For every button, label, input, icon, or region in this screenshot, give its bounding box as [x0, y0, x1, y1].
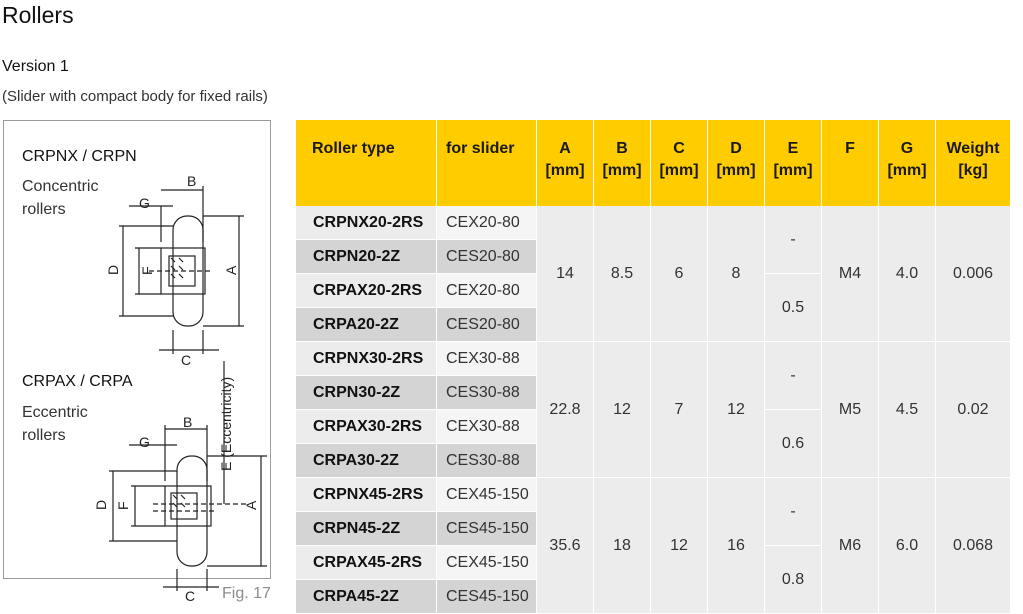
e-cell: -: [765, 206, 822, 274]
roller-type-cell: CRPAX45-2RS: [296, 546, 437, 580]
e-cell: 0.6: [765, 410, 822, 478]
weight-cell: 0.006: [936, 206, 1011, 342]
eccentric-dim-a: A: [243, 500, 259, 510]
roller-type-cell: CRPNX30-2RS: [296, 342, 437, 376]
table-row: CRPAX30-2RS CEX30-88 0.6: [296, 410, 1011, 478]
eccentric-dim-d: D: [93, 500, 109, 510]
col-f: F: [822, 120, 879, 206]
e-cell: 0.5: [765, 274, 822, 342]
g-cell: 4.0: [879, 206, 936, 342]
e-cell: -: [765, 478, 822, 546]
f-cell: M6: [822, 478, 879, 614]
roller-type-cell: CRPA20-2Z: [296, 308, 437, 342]
concentric-roller-drawing: B G D F A C: [105, 173, 244, 368]
concentric-title: CRPNX / CRPN: [22, 148, 137, 165]
roller-type-cell: CRPN30-2Z: [296, 376, 437, 410]
table-row: CRPN20-2Z CES20-80: [296, 240, 1011, 274]
slider-cell: CEX30-88: [437, 410, 537, 444]
col-d: D [mm]: [708, 120, 765, 206]
rollers-spec-table: Roller type for slider A [mm] B [mm] C [mm]…: [296, 120, 1011, 614]
slider-cell: CES45-150: [437, 580, 537, 614]
slider-cell: CES30-88: [437, 376, 537, 410]
a-cell: 22.8: [537, 342, 594, 478]
slider-cell: CEX20-80: [437, 274, 537, 308]
figure-label: Fig. 17: [222, 585, 271, 602]
eccentric-dim-f: F: [115, 501, 131, 510]
roller-type-cell: CRPA30-2Z: [296, 444, 437, 478]
table-row: CRPAX20-2RS CEX20-80 0.5: [296, 274, 1011, 342]
weight-cell: 0.068: [936, 478, 1011, 614]
b-cell: 8.5: [594, 206, 651, 342]
table-row: CRPAX45-2RS CEX45-150 0.8: [296, 546, 1011, 614]
table-row: CRPNX45-2RS CEX45-150 35.6 18 12 16 - M6…: [296, 478, 1011, 614]
concentric-dim-b: B: [187, 173, 196, 189]
slider-cell: CES45-150: [437, 512, 537, 546]
eccentric-roller-drawing: B G D F A E (Eccentricity) C: [93, 361, 267, 604]
g-cell: 4.5: [879, 342, 936, 478]
concentric-dim-a: A: [223, 265, 239, 275]
slider-cell: CES30-88: [437, 444, 537, 478]
f-cell: M4: [822, 206, 879, 342]
table-row: CRPNX20-2RS CEX20-80 14 8.5 6 8 - M4 4.0…: [296, 206, 1011, 342]
version-heading: Version 1: [2, 58, 69, 75]
col-roller-type: Roller type: [296, 120, 437, 206]
eccentric-desc: Eccentric rollers: [22, 404, 88, 444]
g-cell: 6.0: [879, 478, 936, 614]
roller-type-cell: CRPN20-2Z: [296, 240, 437, 274]
slider-cell: CES20-80: [437, 308, 537, 342]
page-title: Rollers: [2, 2, 74, 28]
slider-cell: CES20-80: [437, 240, 537, 274]
a-cell: 14: [537, 206, 594, 342]
d-cell: 12: [708, 342, 765, 478]
table-row: CRPA45-2Z CES45-150: [296, 580, 1011, 614]
roller-type-cell: CRPA45-2Z: [296, 580, 437, 614]
f-cell: M5: [822, 342, 879, 478]
eccentric-title: CRPAX / CRPA: [22, 373, 133, 390]
concentric-dim-g: G: [139, 195, 150, 211]
c-cell: 7: [651, 342, 708, 478]
table-header-row: Roller type for slider A [mm] B [mm] C [mm]…: [296, 120, 1011, 206]
slider-cell: CEX45-150: [437, 546, 537, 580]
table-row: CRPNX30-2RS CEX30-88 22.8 12 7 12 - M5 4…: [296, 342, 1011, 478]
roller-type-cell: CRPN45-2Z: [296, 512, 437, 546]
col-e: E [mm]: [765, 120, 822, 206]
c-cell: 6: [651, 206, 708, 342]
concentric-dim-d: D: [105, 265, 121, 275]
col-weight: Weight [kg]: [936, 120, 1011, 206]
col-for-slider: for slider: [437, 120, 537, 206]
table-row: CRPA20-2Z CES20-80: [296, 308, 1011, 342]
col-c: C [mm]: [651, 120, 708, 206]
version-note: (Slider with compact body for fixed rail…: [2, 88, 268, 105]
weight-cell: 0.02: [936, 342, 1011, 478]
concentric-desc: Concentric rollers: [22, 178, 99, 218]
slider-cell: CEX30-88: [437, 342, 537, 376]
b-cell: 18: [594, 478, 651, 614]
c-cell: 12: [651, 478, 708, 614]
table-row: CRPN45-2Z CES45-150: [296, 512, 1011, 546]
col-a: A [mm]: [537, 120, 594, 206]
table-row: CRPN30-2Z CES30-88: [296, 376, 1011, 410]
d-cell: 16: [708, 478, 765, 614]
roller-type-cell: CRPNX20-2RS: [296, 206, 437, 240]
table-row: CRPA30-2Z CES30-88: [296, 444, 1011, 478]
slider-cell: CEX20-80: [437, 206, 537, 240]
d-cell: 8: [708, 206, 765, 342]
eccentric-dim-g: G: [139, 434, 150, 450]
eccentric-dim-e: E (Eccentricity): [218, 377, 234, 471]
roller-type-cell: CRPAX30-2RS: [296, 410, 437, 444]
a-cell: 35.6: [537, 478, 594, 614]
e-cell: 0.8: [765, 546, 822, 614]
eccentric-dim-c: C: [185, 588, 195, 604]
slider-cell: CEX45-150: [437, 478, 537, 512]
roller-type-cell: CRPNX45-2RS: [296, 478, 437, 512]
roller-type-cell: CRPAX20-2RS: [296, 274, 437, 308]
b-cell: 12: [594, 342, 651, 478]
e-cell: -: [765, 342, 822, 410]
col-b: B [mm]: [594, 120, 651, 206]
concentric-dim-c: C: [181, 352, 191, 368]
figure-panel: CRPNX / CRPN Concentric rollers B: [3, 120, 271, 604]
concentric-dim-f: F: [139, 266, 155, 275]
eccentric-dim-b: B: [183, 414, 192, 430]
col-g: G [mm]: [879, 120, 936, 206]
